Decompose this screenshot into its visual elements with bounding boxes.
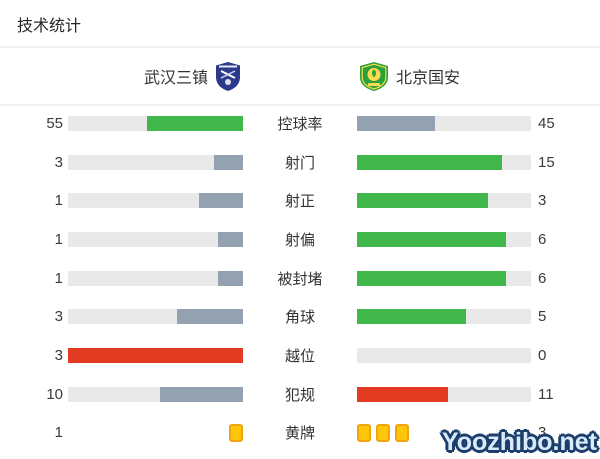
- stat-label: 黄牌: [284, 425, 315, 443]
- home-value: 10: [46, 385, 63, 403]
- yellow-card-icon: [357, 423, 371, 442]
- away-bar: [357, 347, 531, 363]
- stat-label: 犯规: [284, 386, 315, 404]
- home-bar: [68, 270, 243, 286]
- home-team-crest-icon: [216, 61, 240, 91]
- away-value: 45: [538, 114, 555, 132]
- stat-row: 3 角球 5: [0, 297, 600, 336]
- away-bar-fill: [357, 386, 449, 402]
- away-bar-fill: [357, 154, 502, 170]
- home-bar: [68, 115, 243, 131]
- away-bar-fill: [357, 115, 436, 131]
- stat-row: 1 射偏 6: [0, 220, 600, 259]
- home-bar: [68, 193, 243, 209]
- away-value: 11: [538, 385, 554, 403]
- home-bar: [68, 386, 243, 402]
- stat-label: 射门: [284, 154, 315, 172]
- divider-top: [0, 46, 600, 48]
- home-bar-fill: [159, 386, 243, 402]
- stat-row: 55 控球率 45: [0, 104, 600, 143]
- home-bar: [68, 309, 243, 325]
- home-bar-fill: [217, 270, 243, 286]
- teams-header: 武汉三镇 北京国安: [0, 48, 600, 104]
- away-bar: [357, 231, 531, 247]
- stat-label: 射偏: [284, 231, 315, 249]
- away-team-name: 北京国安: [396, 70, 461, 87]
- away-bar: [357, 193, 531, 209]
- home-bar-fill: [177, 309, 243, 325]
- stat-label: 射正: [284, 193, 315, 211]
- stat-row: 10 犯规 11: [0, 375, 600, 414]
- watermark-text-outline: Yoozhibo.net: [441, 427, 597, 456]
- home-value: 3: [54, 153, 63, 171]
- stat-label: 控球率: [277, 115, 323, 133]
- away-value: 5: [538, 308, 547, 326]
- stat-row: 1 射正 3: [0, 181, 600, 220]
- home-bar-fill: [213, 154, 243, 170]
- home-bar-fill: [146, 115, 243, 131]
- page-title: 技术统计: [17, 18, 82, 35]
- home-bar: [68, 231, 243, 247]
- away-team-header: 北京国安: [300, 48, 600, 104]
- yellow-card-icon: [229, 423, 243, 442]
- stat-row: 3 射门 15: [0, 143, 600, 182]
- away-value: 6: [538, 230, 547, 248]
- home-value: 1: [54, 192, 63, 210]
- home-bar: [68, 154, 243, 170]
- stats-list: 55 控球率 45 3 射门 15 1 射正 3 1 射偏 6 1 被封堵 6 …: [0, 104, 600, 452]
- yellow-card-icon: [395, 423, 409, 442]
- watermark-text: Yoozhibo.net: [441, 427, 597, 456]
- watermark: Yoozhibo.net Yoozhibo.net: [441, 427, 597, 457]
- home-value: 1: [54, 230, 63, 248]
- home-value: 1: [54, 269, 63, 287]
- home-bar-fill: [68, 347, 243, 363]
- stat-row: 1 黄牌 3: [0, 414, 600, 453]
- away-bar-fill: [357, 309, 466, 325]
- away-bar: [357, 115, 531, 131]
- stat-row: 3 越位 0: [0, 336, 600, 375]
- away-value: 3: [538, 424, 547, 442]
- divider-header: [0, 104, 600, 106]
- away-bar-fill: [357, 270, 507, 286]
- away-bar: [357, 154, 531, 170]
- away-bar: [357, 270, 531, 286]
- away-team-crest-icon: [360, 61, 388, 91]
- away-bar-fill: [357, 193, 488, 209]
- away-bar: [357, 309, 531, 325]
- away-value: 3: [538, 192, 547, 210]
- home-value: 55: [46, 114, 63, 132]
- away-bar: [357, 423, 531, 442]
- away-bar-fill: [357, 231, 507, 247]
- home-value: 1: [54, 424, 63, 442]
- home-value: 3: [54, 308, 63, 326]
- yellow-card-icon: [376, 423, 390, 442]
- stat-row: 1 被封堵 6: [0, 259, 600, 298]
- stat-label: 越位: [284, 347, 315, 365]
- home-bar-fill: [199, 193, 243, 209]
- home-bar: [68, 423, 243, 442]
- stat-label: 被封堵: [277, 270, 323, 288]
- home-value: 3: [54, 346, 63, 364]
- home-team-header: 武汉三镇: [0, 48, 300, 104]
- away-value: 0: [538, 346, 547, 364]
- away-bar: [357, 386, 531, 402]
- home-team-name: 武汉三镇: [143, 70, 208, 87]
- stat-label: 角球: [284, 309, 315, 327]
- away-value: 15: [538, 153, 555, 171]
- home-bar: [68, 347, 243, 363]
- away-value: 6: [538, 269, 547, 287]
- home-bar-fill: [217, 231, 243, 247]
